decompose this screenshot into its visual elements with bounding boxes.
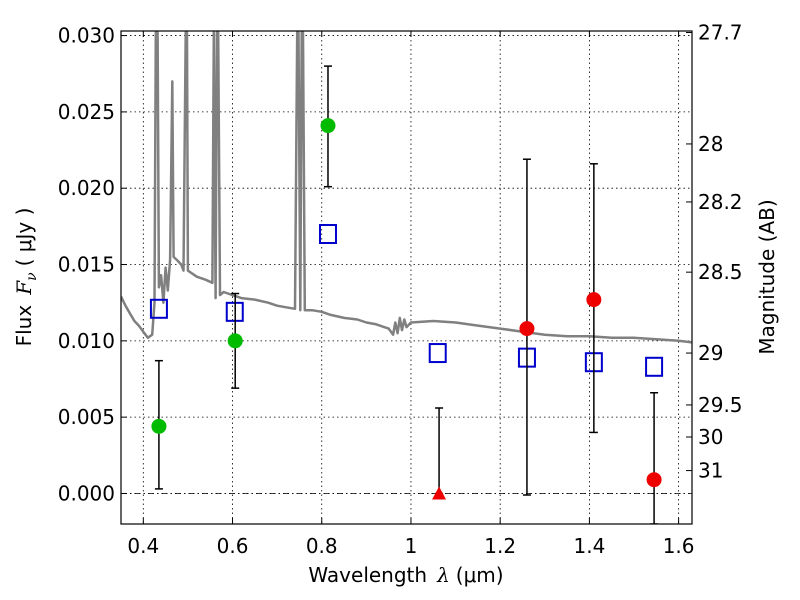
- x-tick-label: 0.4: [127, 534, 159, 558]
- y2-tick-label: 28.5: [698, 260, 743, 284]
- x-tick-label: 1.4: [573, 534, 605, 558]
- y2-tick-label: 29: [698, 341, 723, 365]
- model-spectrum-line: [121, 31, 692, 344]
- y-tick-label: 0.025: [58, 100, 115, 124]
- y-axis-title: FluxFν( μJy ): [12, 208, 40, 347]
- y-tick-label: 0.010: [58, 329, 115, 353]
- observed-photometry-point: [151, 418, 167, 434]
- y2-tick-label: 30: [698, 425, 723, 449]
- y-tick-label: 0.020: [58, 176, 115, 200]
- tick-labels: 0.4 0.6 0.8 1 1.2 1.4 1.6 0.000 0.005 0.010 0.015 0…: [58, 21, 743, 558]
- model-photometry-point: [428, 343, 447, 364]
- y-tick-label: 0.015: [58, 253, 115, 277]
- observed-photometry-point: [646, 472, 662, 488]
- y-tick-label: 0.000: [58, 481, 115, 505]
- observed-photometry-point: [586, 292, 602, 308]
- observed-photometry-point: [227, 333, 243, 349]
- data-layer: [121, 31, 692, 524]
- observed-photometry-point: [519, 321, 535, 337]
- y2-tick-label: 29.5: [698, 393, 743, 417]
- x-tick-label: 0.8: [306, 534, 338, 558]
- y2-axis-title: Magnitude (AB): [755, 199, 779, 354]
- model-photometry-point: [318, 224, 337, 244]
- observed-photometry-point: [320, 118, 336, 134]
- plot-frame: [120, 30, 693, 525]
- x-tick-label: 1.2: [484, 534, 516, 558]
- plot-background: [121, 31, 692, 524]
- y2-tick-label: 27.7: [698, 21, 743, 45]
- y2-tick-label: 28: [698, 132, 723, 156]
- y2-tick-label: 28.2: [698, 190, 743, 214]
- y-tick-label: 0.005: [58, 405, 115, 429]
- model-photometry-point: [645, 356, 664, 377]
- x-tick-label: 1.6: [663, 534, 695, 558]
- y-tick-label: 0.030: [58, 24, 115, 48]
- observed-upper-limit-point: [432, 486, 447, 500]
- x-tick-label: 1: [405, 534, 418, 558]
- model-photometry-point: [149, 298, 168, 319]
- x-axis-title: Wavelength λ (μm): [308, 563, 503, 587]
- axis-ticks: [121, 31, 692, 524]
- y2-tick-label: 31: [698, 459, 723, 483]
- x-tick-label: 0.6: [217, 534, 249, 558]
